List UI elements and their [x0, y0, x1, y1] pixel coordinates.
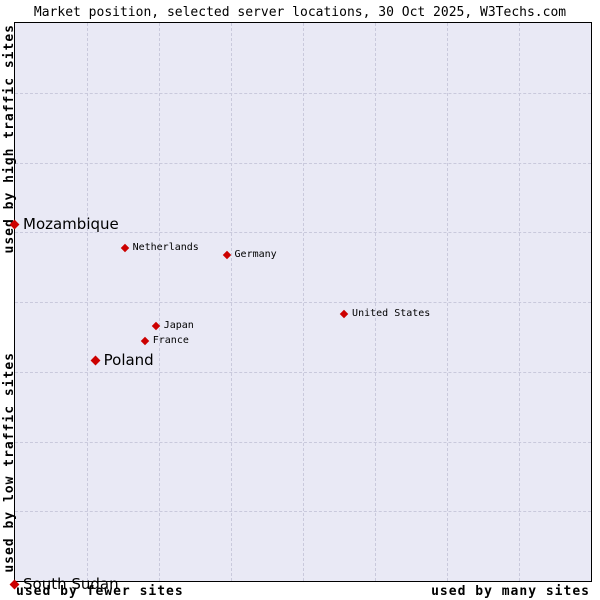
- point-label: France: [152, 334, 189, 346]
- grid-line-horizontal: [15, 441, 591, 443]
- data-point-south-sudan: South Sudan: [9, 575, 119, 593]
- y-axis-label-low-traffic: used by low traffic sites: [2, 352, 17, 573]
- grid-line-vertical: [519, 23, 520, 581]
- diamond-marker-icon: [120, 244, 129, 253]
- data-point-mozambique: Mozambique: [9, 215, 119, 234]
- point-label: Poland: [103, 350, 154, 369]
- grid-line-vertical: [447, 23, 448, 581]
- diamond-marker-icon: [9, 579, 20, 590]
- data-point-united-states: United States: [339, 308, 431, 320]
- data-point-netherlands: Netherlands: [120, 242, 199, 254]
- data-point-japan: Japan: [151, 319, 194, 331]
- point-label: Germany: [234, 249, 277, 260]
- grid-line-vertical: [375, 23, 376, 581]
- diamond-marker-icon: [151, 321, 160, 331]
- point-label: Netherlands: [132, 242, 199, 254]
- grid-line-horizontal: [15, 511, 591, 513]
- grid-line-horizontal: [15, 371, 591, 373]
- diamond-marker-icon: [140, 336, 149, 346]
- point-label: South Sudan: [23, 575, 119, 593]
- x-axis-label-many-sites: used by many sites: [431, 584, 590, 599]
- diamond-marker-icon: [9, 219, 20, 230]
- point-label: United States: [352, 308, 431, 320]
- data-point-poland: Poland: [90, 350, 154, 369]
- point-label: Mozambique: [23, 215, 119, 234]
- data-point-germany: Germany: [222, 249, 277, 260]
- data-point-france: France: [140, 334, 189, 346]
- diamond-marker-icon: [339, 309, 349, 319]
- grid-line-horizontal: [15, 302, 591, 303]
- diamond-marker-icon: [222, 250, 231, 260]
- chart-title: Market position, selected server locatio…: [33, 5, 567, 20]
- plot-area: Mozambique Netherlands Germany United State…: [9, 22, 592, 592]
- x-axis-label-fewer-sites: used by fewer sites: [16, 584, 184, 599]
- diamond-marker-icon: [90, 355, 101, 366]
- point-label: Japan: [163, 319, 194, 331]
